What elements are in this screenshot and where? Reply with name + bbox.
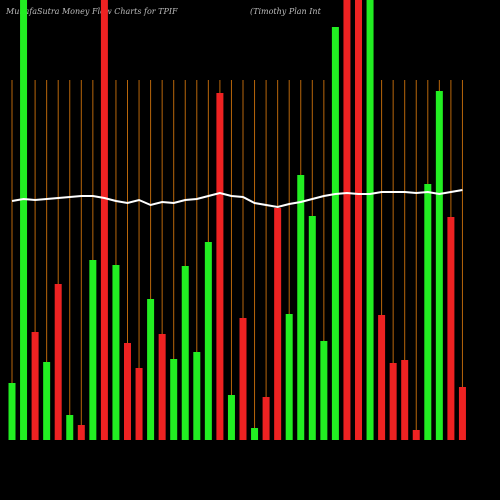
- bar: [239, 318, 247, 440]
- bar: [31, 332, 39, 440]
- bar: [424, 184, 432, 440]
- bar: [320, 341, 328, 440]
- bar: [378, 315, 386, 440]
- bar: [355, 0, 362, 440]
- bar: [435, 91, 443, 440]
- bar: [274, 208, 282, 440]
- bar: [135, 368, 143, 440]
- bar: [401, 360, 409, 440]
- bar: [308, 216, 316, 440]
- bar: [66, 415, 74, 440]
- bar: [251, 428, 259, 440]
- bar: [366, 0, 374, 440]
- bar: [389, 363, 397, 440]
- bar: [216, 93, 224, 440]
- bar: [343, 0, 351, 440]
- bar: [158, 334, 166, 440]
- bar: [193, 352, 201, 440]
- bar: [297, 175, 305, 440]
- bar: [124, 343, 131, 440]
- bar: [89, 260, 97, 440]
- bar: [147, 299, 155, 440]
- chart-title: MunafaSutra Money Flow Charts for TPIF: [5, 7, 178, 16]
- bar: [112, 265, 120, 440]
- bar: [262, 397, 270, 440]
- bar: [331, 27, 339, 440]
- bar: [54, 284, 62, 440]
- bar: [447, 217, 455, 440]
- bar: [204, 242, 212, 440]
- bar: [20, 0, 28, 440]
- bar: [77, 425, 85, 440]
- chart-subtitle: (Timothy Plan Int: [250, 7, 322, 16]
- bar: [43, 362, 51, 440]
- bar: [458, 387, 466, 440]
- bar: [100, 0, 108, 440]
- bar: [181, 266, 189, 440]
- bar: [227, 395, 235, 440]
- bar: [412, 430, 420, 440]
- bar: [8, 383, 16, 440]
- money-flow-line: [11, 189, 463, 209]
- bar: [170, 359, 178, 440]
- bar: [285, 314, 293, 440]
